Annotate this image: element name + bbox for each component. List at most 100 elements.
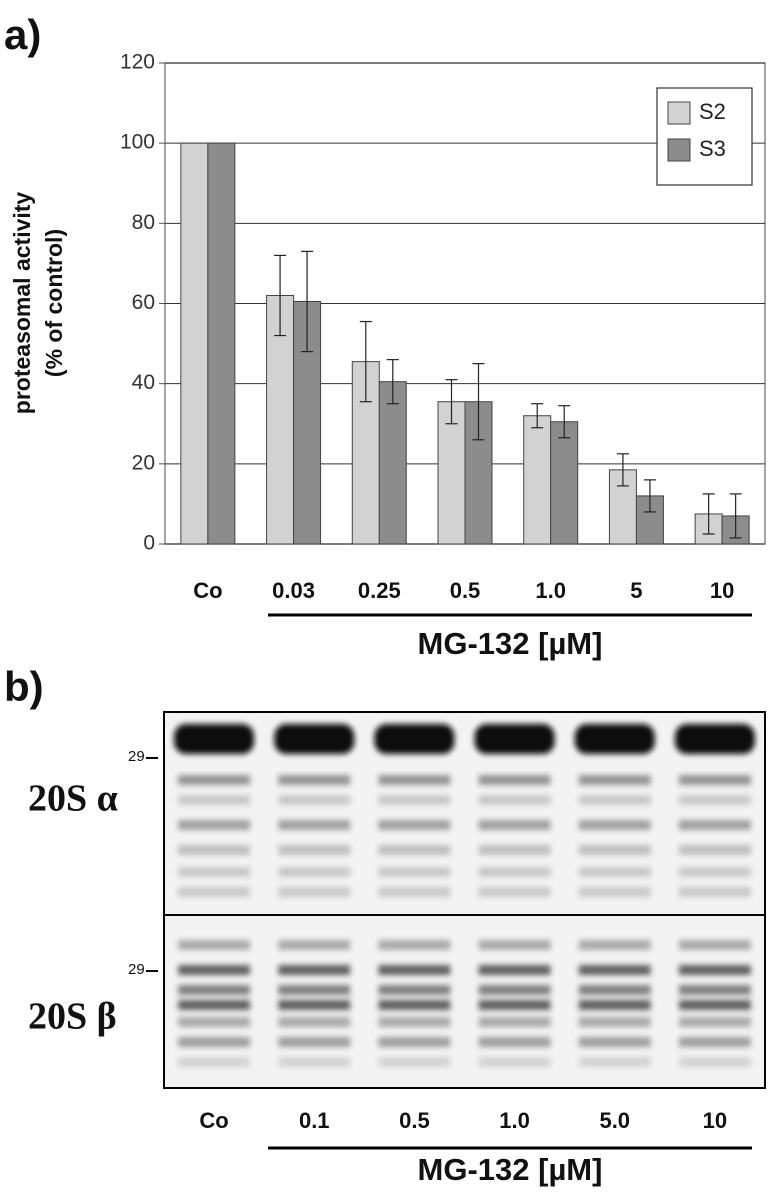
band xyxy=(678,1057,751,1067)
band xyxy=(478,965,551,975)
lane-label: 1.0 xyxy=(499,1108,530,1133)
x-tick-label: 1.0 xyxy=(535,578,566,603)
x-group-label: MG-132 [µM] xyxy=(418,626,603,661)
band xyxy=(578,1037,651,1047)
band xyxy=(278,845,351,855)
bar xyxy=(180,142,209,545)
band xyxy=(378,845,451,855)
band xyxy=(578,867,651,877)
x-tick-label: 0.5 xyxy=(450,578,481,603)
band xyxy=(278,1037,351,1047)
error-bar xyxy=(472,363,485,441)
y-tick-label: 20 xyxy=(132,451,155,474)
band xyxy=(578,940,651,950)
panel-label: b) xyxy=(4,663,44,710)
band xyxy=(578,965,651,975)
error-bar xyxy=(359,320,372,403)
band xyxy=(178,775,251,785)
error-bar xyxy=(531,403,544,429)
blot xyxy=(163,711,766,1089)
band xyxy=(378,820,451,830)
band xyxy=(678,965,751,975)
band xyxy=(278,887,351,897)
band xyxy=(678,845,751,855)
band xyxy=(578,887,651,897)
band xyxy=(678,940,751,950)
error-bar xyxy=(702,493,715,535)
row-label: 20S α xyxy=(28,778,118,820)
bar xyxy=(378,381,407,545)
bar xyxy=(523,415,552,545)
band xyxy=(678,985,751,995)
x-tick-label: 0.03 xyxy=(272,578,315,603)
legend-swatch xyxy=(667,101,691,125)
band xyxy=(378,1037,451,1047)
band xyxy=(578,795,651,805)
band xyxy=(274,724,355,754)
band xyxy=(278,1000,351,1010)
x-tick-label: 5 xyxy=(630,578,642,603)
band xyxy=(478,887,551,897)
row-label: 20S β xyxy=(28,996,117,1038)
bar xyxy=(266,294,295,545)
x-tick-label: 10 xyxy=(710,578,734,603)
legend-swatch xyxy=(667,138,691,162)
y-tick-label: 120 xyxy=(120,51,155,74)
x-tick-label: 0.25 xyxy=(358,578,401,603)
lane-label: 5.0 xyxy=(599,1108,630,1133)
band xyxy=(378,985,451,995)
band xyxy=(378,795,451,805)
band xyxy=(678,820,751,830)
band xyxy=(478,985,551,995)
band xyxy=(578,820,651,830)
y-tick-label: 80 xyxy=(132,211,155,234)
band xyxy=(278,775,351,785)
band xyxy=(574,724,655,754)
error-bar xyxy=(616,453,629,487)
band xyxy=(374,724,455,754)
bar xyxy=(207,142,236,545)
band xyxy=(378,1017,451,1027)
lane-label: 0.5 xyxy=(399,1108,430,1133)
band xyxy=(478,845,551,855)
band xyxy=(178,1037,251,1047)
band xyxy=(678,867,751,877)
marker-label: 29 xyxy=(128,748,145,765)
lane-label: 0.1 xyxy=(299,1108,330,1133)
band xyxy=(278,985,351,995)
y-axis-label: proteasomal activity xyxy=(9,192,35,415)
band xyxy=(378,1000,451,1010)
band xyxy=(178,965,251,975)
lane-label: Co xyxy=(199,1108,228,1133)
band xyxy=(678,1037,751,1047)
lane-label: 10 xyxy=(703,1108,727,1133)
error-bar xyxy=(643,479,656,513)
band xyxy=(378,965,451,975)
band xyxy=(478,795,551,805)
y-tick-label: 100 xyxy=(120,131,155,154)
error-bar xyxy=(274,254,287,337)
error-bar xyxy=(445,379,458,425)
band xyxy=(474,724,555,754)
band xyxy=(278,795,351,805)
band xyxy=(178,887,251,897)
error-bar xyxy=(729,493,742,539)
band xyxy=(478,820,551,830)
band xyxy=(178,867,251,877)
band xyxy=(478,1000,551,1010)
marker-label: 29 xyxy=(128,961,145,978)
band xyxy=(578,985,651,995)
bar xyxy=(550,421,579,545)
band xyxy=(278,1057,351,1067)
band xyxy=(378,1057,451,1067)
band xyxy=(178,940,251,950)
band xyxy=(478,775,551,785)
error-bar xyxy=(558,405,571,439)
band xyxy=(578,845,651,855)
band xyxy=(478,940,551,950)
y-tick-label: 60 xyxy=(132,291,155,314)
band xyxy=(578,775,651,785)
band xyxy=(178,1017,251,1027)
y-tick-label: 0 xyxy=(143,532,155,555)
